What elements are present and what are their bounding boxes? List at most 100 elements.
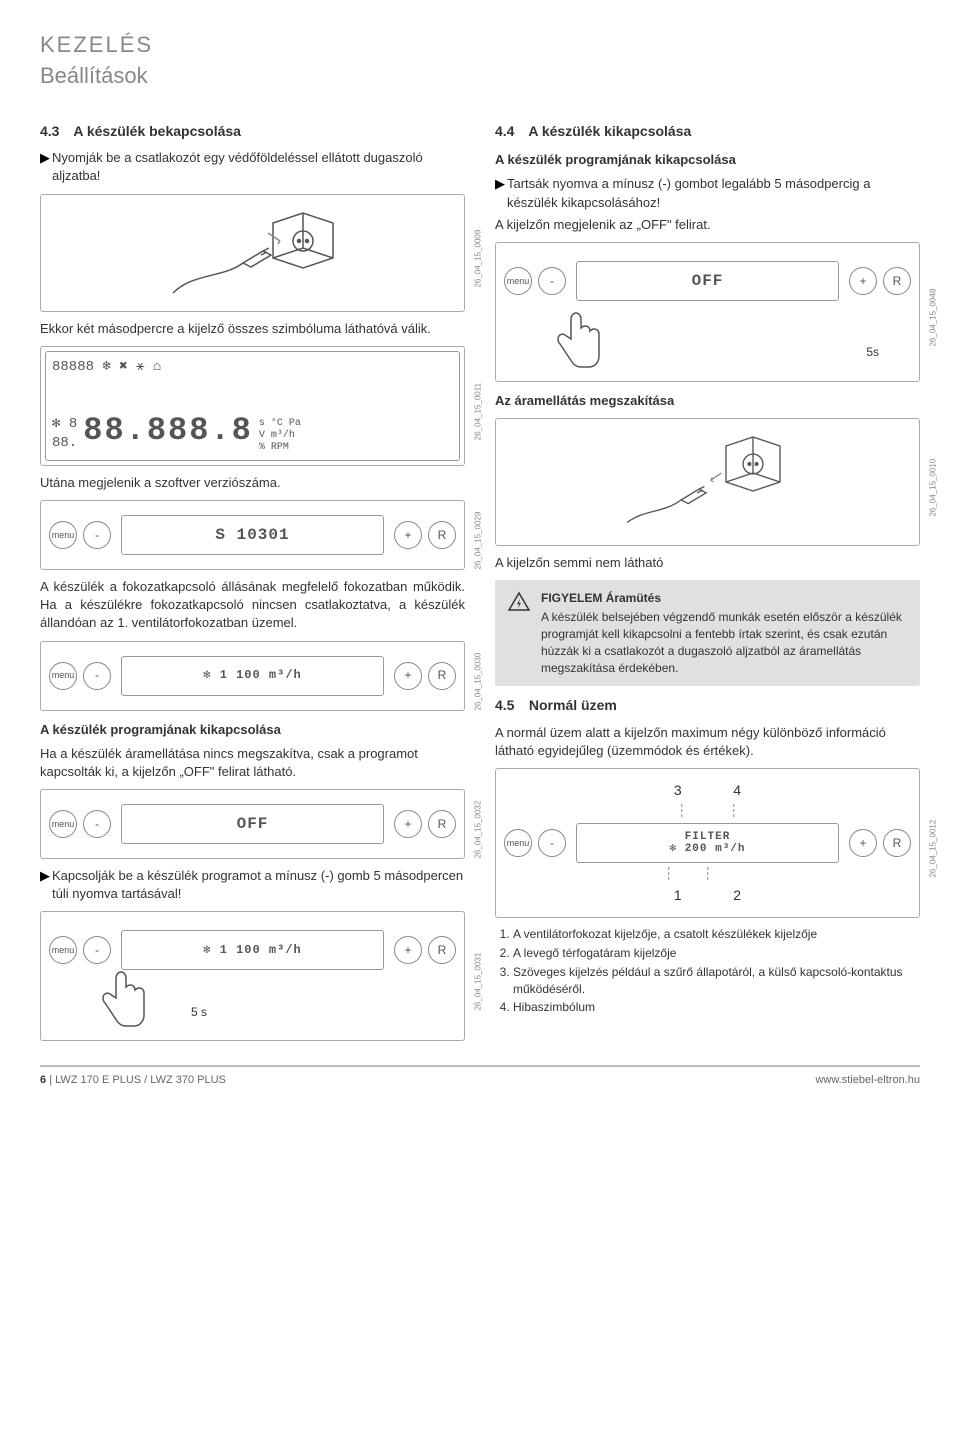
figure-code: 26_04_15_0029 [472,512,483,570]
sub-heading-progoff: A készülék programjának kikapcsolása [495,151,920,169]
figure-panel-hand: menu - ✻ 1 100 m³/h + R 5 s 26_04_15_003… [40,911,465,1041]
section-4-5-text: Normál üzem [529,697,617,713]
text-nothing-visible: A kijelzőn semmi nem látható [495,554,920,572]
lcd-icon: OFF [576,261,839,301]
bullet-hold-minus: ▶ Tartsák nyomva a mínusz (-) gombot leg… [495,175,920,211]
text-symbols-visible: Ekkor két másodpercre a kijelző összes s… [40,320,465,338]
minus-button[interactable]: - [83,662,111,690]
figure-plug-in: 26_04_15_0009 [40,194,465,312]
legend-list: A ventilátorfokozat kijelzője, a csatolt… [513,926,920,1016]
socket-plug-in-icon [153,203,353,303]
lcd-icon: ✻ 1 100 m³/h [121,656,384,696]
lcd-display-all-icon: 88888 ❄ ✖ ⚹ ⌂ ✻ 888. 88.888.8 s °C Pa V … [45,351,460,461]
label-2: 2 [733,886,741,906]
minus-button[interactable]: - [83,936,111,964]
sub-heading-power: Az áramellátás megszakítása [495,392,920,410]
bullet-hold-5s: ▶ Kapcsolják be a készülék programot a m… [40,867,465,903]
plus-button[interactable]: + [394,810,422,838]
legend-item-3: Szöveges kijelzés például a szűrő állapo… [513,964,920,998]
arrows-bottom-icon [545,867,871,882]
section-4-5-num: 4.5 [495,696,525,716]
warning-box: FIGYELEM Áramütés A készülék belsejében … [495,580,920,686]
menu-button[interactable]: menu [49,810,77,838]
lcd-icon: OFF [121,804,384,844]
legend-item-1: A ventilátorfokozat kijelzője, a csatolt… [513,926,920,943]
r-button[interactable]: R [428,521,456,549]
figure-unplug: 26_04_15_0010 [495,418,920,546]
footer-model: | LWZ 170 E PLUS / LWZ 370 PLUS [49,1074,226,1086]
page-footer: 6 | LWZ 170 E PLUS / LWZ 370 PLUS www.st… [40,1065,920,1088]
label-1: 1 [674,886,682,906]
legend-item-2: A levegő térfogatáram kijelzője [513,945,920,962]
warning-icon [507,590,531,676]
menu-button[interactable]: menu [504,267,532,295]
r-button[interactable]: R [428,662,456,690]
r-button[interactable]: R [428,810,456,838]
plus-button[interactable]: + [394,936,422,964]
figure-lcd-all: 88888 ❄ ✖ ⚹ ⌂ ✻ 888. 88.888.8 s °C Pa V … [40,346,465,466]
figure-panel-normal: 3 4 menu - FILTER ✻ 200 m³/h + R [495,768,920,918]
figure-code: 26_04_15_0011 [472,383,483,440]
r-button[interactable]: R [883,829,911,857]
footer-url: www.stiebel-eltron.hu [815,1073,920,1088]
right-column: 4.4 A készülék kikapcsolása A készülék p… [495,112,920,1050]
label-4: 4 [733,781,741,801]
plus-button[interactable]: + [849,829,877,857]
menu-button[interactable]: menu [49,936,77,964]
figure-panel-off: menu - OFF + R 26_04_15_0032 [40,789,465,859]
label-5s: 5 s [191,1004,207,1021]
page-number: 6 [40,1074,46,1086]
plus-button[interactable]: + [394,662,422,690]
section-4-5-title: 4.5 Normál üzem [495,696,920,716]
sub-heading-off: A készülék programjának kikapcsolása [40,721,465,739]
figure-code: 26_04_15_0032 [472,801,483,859]
plus-button[interactable]: + [394,521,422,549]
section-4-3-text: A készülék bekapcsolása [73,123,241,139]
lcd-icon: FILTER ✻ 200 m³/h [576,823,839,863]
figure-panel-100: menu - ✻ 1 100 m³/h + R 26_04_15_0030 [40,641,465,711]
r-button[interactable]: R [883,267,911,295]
lcd-icon: ✻ 1 100 m³/h [121,930,384,970]
section-4-3-title: 4.3 A készülék bekapcsolása [40,122,465,142]
text-modes: A készülék a fokozatkapcsoló állásának m… [40,578,465,633]
left-column: 4.3 A készülék bekapcsolása ▶ Nyomják be… [40,112,465,1050]
legend-item-4: Hibaszimbólum [513,999,920,1016]
label-5s: 5s [866,344,879,361]
menu-button[interactable]: menu [49,521,77,549]
minus-button[interactable]: - [538,267,566,295]
socket-unplug-icon [618,427,798,537]
lcd-icon: S 10301 [121,515,384,555]
minus-button[interactable]: - [83,521,111,549]
section-4-4-num: 4.4 [495,122,525,142]
figure-panel-version: menu - S 10301 + R 26_04_15_0029 [40,500,465,570]
section-4-4-title: 4.4 A készülék kikapcsolása [495,122,920,142]
menu-button[interactable]: menu [504,829,532,857]
figure-code: 26_04_15_0010 [927,459,938,517]
minus-button[interactable]: - [538,829,566,857]
page-header: KEZELÉS Beállítások [40,30,920,92]
figure-code: 26_04_15_0012 [927,820,938,878]
hand-press-icon [93,967,153,1042]
plus-button[interactable]: + [849,267,877,295]
figure-code: 26_04_15_0009 [472,229,483,287]
figure-panel-off-hand: menu - OFF + R 5s 26_04_15_0048 [495,242,920,382]
triangle-icon: ▶ [40,867,52,903]
section-4-3-num: 4.3 [40,122,70,142]
triangle-icon: ▶ [495,175,507,211]
figure-code: 26_04_15_0031 [472,953,483,1011]
header-line2: Beállítások [40,61,920,92]
triangle-icon: ▶ [40,149,52,185]
figure-code: 26_04_15_0048 [927,289,938,347]
text-off-appears: A kijelzőn megjelenik az „OFF" felirat. [495,216,920,234]
minus-button[interactable]: - [83,810,111,838]
r-button[interactable]: R [428,936,456,964]
bullet-plug-in: ▶ Nyomják be a csatlakozót egy védőfölde… [40,149,465,185]
header-line1: KEZELÉS [40,30,920,61]
section-4-4-text: A készülék kikapcsolása [528,123,691,139]
hand-press-icon [548,308,608,383]
label-3: 3 [674,781,682,801]
text-off: Ha a készülék áramellátása nincs megszak… [40,745,465,781]
warning-body: A készülék belsejében végzendő munkák es… [541,610,902,674]
warning-title: FIGYELEM Áramütés [541,590,908,607]
menu-button[interactable]: menu [49,662,77,690]
